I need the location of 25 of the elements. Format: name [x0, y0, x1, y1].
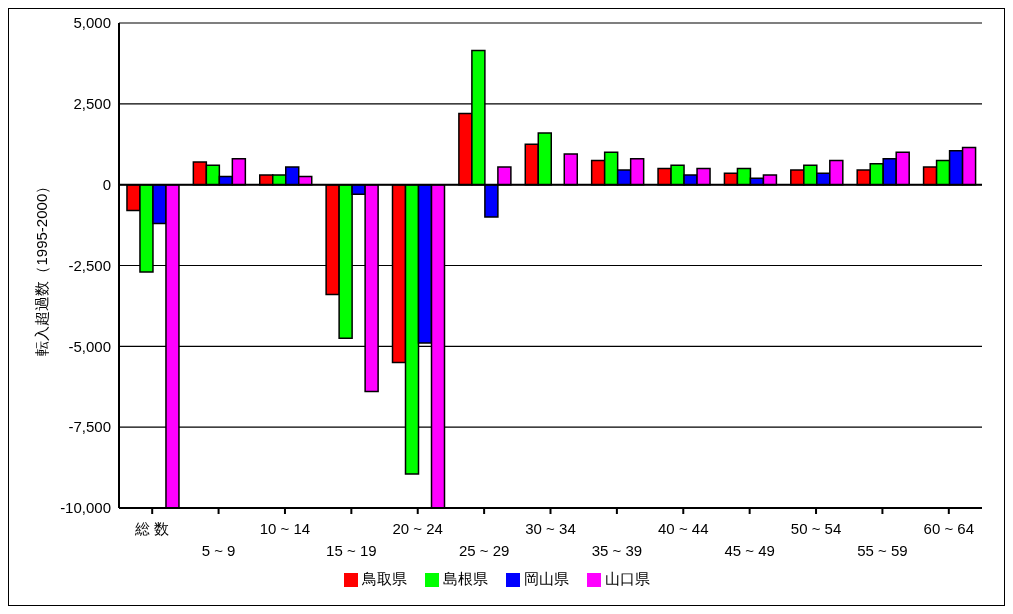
x-tick-label: 10 ~ 14 — [259, 520, 311, 537]
x-tick-label: 総 数 — [134, 520, 170, 537]
y-tick-label: -7,500 — [68, 418, 111, 436]
x-tick-label: 15 ~ 19 — [326, 542, 377, 559]
x-tick-label: 35 ~ 39 — [591, 542, 643, 559]
legend-label: 島根県 — [442, 570, 488, 587]
y-axis-title: 転入超過数（1995-2000） — [33, 178, 51, 356]
y-tick-label: -10,000 — [60, 499, 111, 517]
x-tick-label: 5 ~ 9 — [201, 542, 236, 559]
x-tick-label: 60 ~ 64 — [923, 520, 975, 537]
x-tick-label: 20 ~ 24 — [392, 520, 443, 537]
y-tick-label: 0 — [102, 175, 111, 193]
y-tick-label: -2,500 — [68, 256, 111, 274]
legend-label: 岡山県 — [523, 570, 569, 587]
x-tick-label: 25 ~ 29 — [458, 542, 510, 559]
x-tick-label: 50 ~ 54 — [790, 520, 842, 537]
x-tick-label: 30 ~ 34 — [525, 520, 576, 537]
y-tick-label: -5,000 — [68, 337, 111, 355]
legend-label: 山口県 — [604, 570, 650, 587]
y-tick-label: 2,500 — [73, 95, 111, 113]
x-tick-label: 55 ~ 59 — [857, 542, 908, 559]
x-tick-label: 45 ~ 49 — [724, 542, 775, 559]
legend-label: 鳥取県 — [361, 570, 407, 587]
x-tick-label: 40 ~ 44 — [658, 520, 709, 537]
y-tick-label: 5,000 — [73, 14, 111, 32]
